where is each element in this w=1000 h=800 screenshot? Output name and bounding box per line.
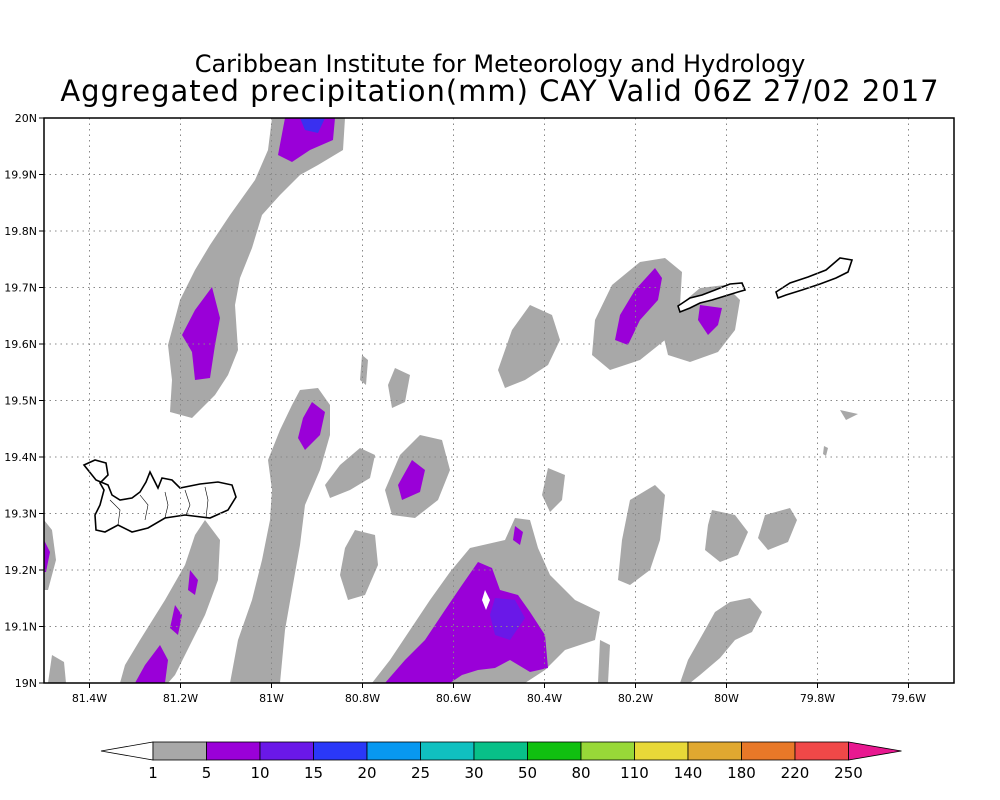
precip-area: [823, 446, 828, 456]
precip-area: [542, 468, 565, 512]
colorbar-label: 15: [304, 764, 323, 782]
precip-area: [230, 388, 330, 683]
colorbar-segment: [634, 741, 689, 761]
title-line-2: Aggregated precipitation(mm) CAY Valid 0…: [60, 74, 940, 108]
precip-area: [135, 645, 168, 683]
precip-area: [490, 598, 525, 640]
colorbar-label: 250: [834, 764, 863, 782]
precip-area: [388, 368, 410, 408]
little-cayman: [677, 282, 747, 314]
precip-area: [44, 520, 56, 590]
lat-tick-label: 19.4N: [4, 451, 37, 464]
precip-area: [340, 530, 378, 600]
lon-tick-label: 81.4W: [72, 692, 107, 705]
parish-line: [139, 494, 149, 521]
colorbar-label: 20: [357, 764, 376, 782]
colorbar-over-arrow: [848, 741, 902, 761]
lat-tick-label: 19.7N: [4, 282, 37, 295]
colorbar-segment: [473, 741, 528, 761]
precip-area: [840, 410, 858, 420]
precip-area: [48, 655, 66, 683]
lat-tick-label: 19.3N: [4, 508, 37, 521]
lat-tick-label: 19.1N: [4, 621, 37, 634]
colorbar-label: 30: [464, 764, 483, 782]
map-frame: [43, 117, 955, 684]
lon-tick-label: 81.2W: [163, 692, 198, 705]
precip-area: [758, 508, 797, 550]
precip-area: [278, 118, 335, 162]
precip-area: [44, 540, 50, 572]
lat-tick-label: 19.9N: [4, 169, 37, 182]
colorbar-segment: [741, 741, 796, 761]
precip-area: [498, 305, 560, 388]
colorbar-segment: [366, 741, 421, 761]
colorbar-under-arrow: [100, 741, 154, 761]
colorbar-label: 1: [148, 764, 158, 782]
precip-area: [300, 118, 325, 133]
lat-tick-label: 19.5N: [4, 395, 37, 408]
colorbar-segment: [420, 741, 475, 761]
colorbar-segment: [794, 741, 849, 761]
lat-tick-label: 19.6N: [4, 338, 37, 351]
gridlines: [39, 117, 954, 688]
precip-area: [325, 448, 375, 498]
colorbar-label: 80: [571, 764, 590, 782]
longitude-labels: 81.4W 81.2W 81W 80.8W 80.6W 80.4W 80.2W 80W 79.8…: [72, 692, 926, 705]
colorbar-label: 10: [250, 764, 269, 782]
colorbar-segment: [580, 741, 635, 761]
lon-tick-label: 79.8W: [800, 692, 835, 705]
colorbar-label: 140: [674, 764, 703, 782]
colorbar-label: 110: [620, 764, 649, 782]
parish-line: [204, 486, 209, 519]
precip-area: [680, 598, 762, 683]
lat-tick-label: 19N: [15, 677, 37, 690]
precip-area: [698, 305, 722, 335]
colorbar-segment: [259, 741, 314, 761]
colorbar: 1 5 10 15 20 25 30 50 80 110 140 180 220 250: [100, 741, 902, 782]
parish-line: [184, 489, 191, 516]
colorbar-label: 5: [202, 764, 212, 782]
colorbar-segment: [152, 741, 207, 761]
precip-area: [298, 402, 325, 450]
precip-area: [618, 485, 665, 585]
lat-tick-label: 19.8N: [4, 225, 37, 238]
lon-tick-label: 79.6W: [891, 692, 926, 705]
cayman-brac: [775, 257, 854, 300]
grand-cayman: [82, 459, 237, 533]
colorbar-label: 50: [518, 764, 537, 782]
lon-tick-label: 80W: [714, 692, 739, 705]
precip-area: [513, 526, 523, 545]
lon-tick-label: 81W: [259, 692, 284, 705]
latitude-labels: 19N 19.1N 19.2N 19.3N 19.4N 19.5N 19.6N 19.7N 19…: [4, 112, 37, 690]
precip-area: [482, 590, 490, 610]
title-line-1: Caribbean Institute for Meteorology and …: [194, 50, 806, 78]
colorbar-segment: [206, 741, 261, 761]
lon-tick-label: 80.6W: [436, 692, 471, 705]
colorbar-segment: [687, 741, 742, 761]
precip-area: [120, 520, 220, 683]
precip-area: [182, 287, 220, 380]
colorbar-segment: [313, 741, 368, 761]
colorbar-label: 220: [781, 764, 810, 782]
parish-line: [109, 499, 121, 526]
lon-tick-label: 80.4W: [527, 692, 562, 705]
precip-area: [598, 640, 610, 683]
precip-area: [398, 460, 425, 500]
lon-tick-label: 80.8W: [345, 692, 380, 705]
precip-area: [170, 605, 182, 635]
colorbar-label: 180: [727, 764, 756, 782]
precip-area: [188, 570, 198, 595]
colorbar-segment: [527, 741, 582, 761]
precip-area: [360, 355, 368, 385]
lat-tick-label: 20N: [15, 112, 37, 125]
colorbar-label: 25: [411, 764, 430, 782]
lat-tick-label: 19.2N: [4, 564, 37, 577]
precip-area: [385, 562, 548, 683]
lon-tick-label: 80.2W: [618, 692, 653, 705]
